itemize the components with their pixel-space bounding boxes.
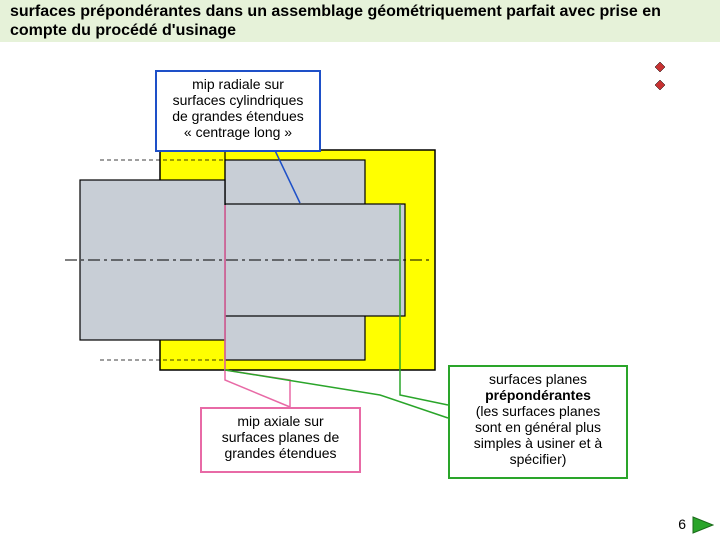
callout-radial: mip radiale sursurfaces cylindriquesde g… <box>155 70 321 152</box>
callout-axial: mip axiale sursurfaces planes degrandes … <box>200 407 361 473</box>
bullet-icon <box>655 62 665 72</box>
next-button[interactable] <box>692 516 714 534</box>
page-number: 6 <box>678 516 686 532</box>
bullet-icon <box>655 80 665 90</box>
callout-planes: surfaces planesprépondérantes(les surfac… <box>448 365 628 479</box>
